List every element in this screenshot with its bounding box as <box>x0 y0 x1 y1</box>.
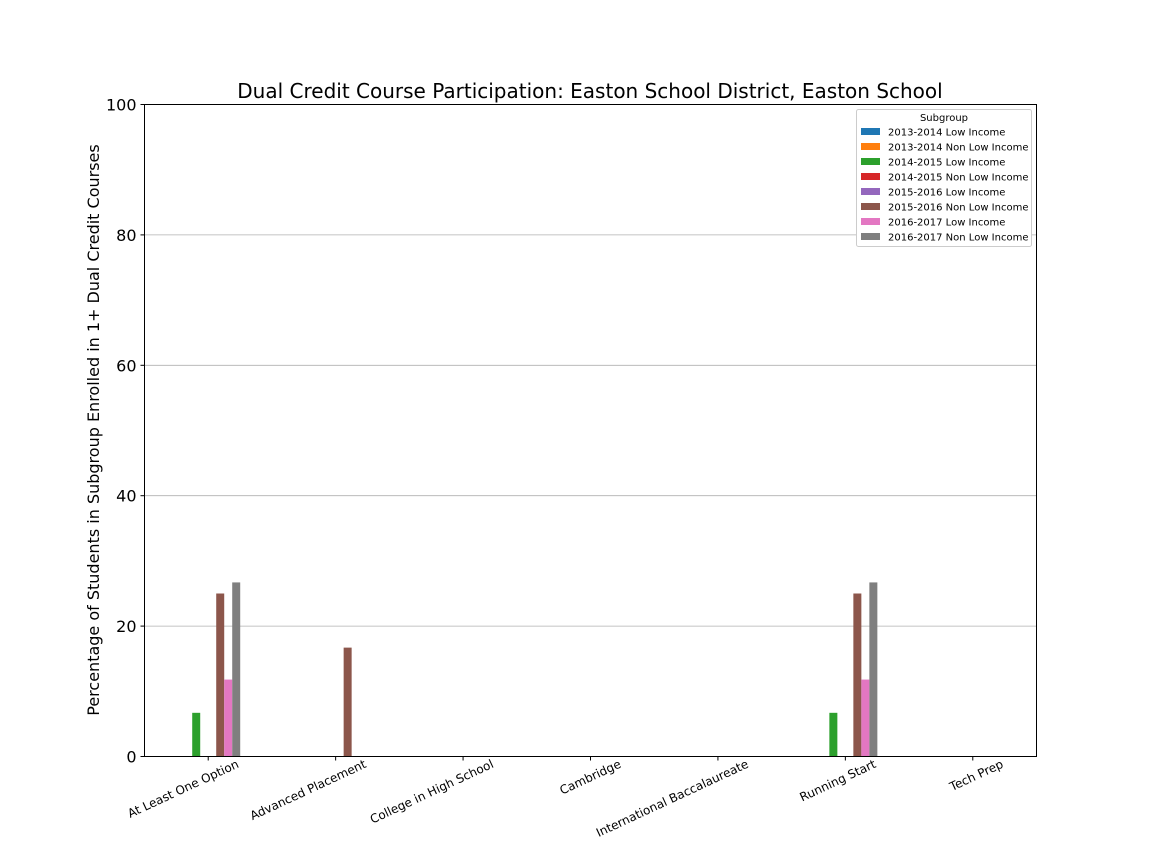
legend: Subgroup 2013-2014 Low Income 2013-2014 N… <box>856 109 1032 247</box>
chart-title: Dual Credit Course Participation: Easton… <box>237 79 942 103</box>
bar <box>869 582 878 757</box>
bar <box>861 679 870 757</box>
bars <box>192 582 878 757</box>
y-tick-label: 60 <box>116 356 136 375</box>
legend-label: 2016-2017 Non Low Income <box>888 233 1028 244</box>
legend-swatch <box>861 128 880 135</box>
legend-label: 2014-2015 Low Income <box>888 158 1005 169</box>
y-tick-label: 80 <box>116 226 136 245</box>
legend-title: Subgroup <box>920 113 968 124</box>
y-tick-label: 40 <box>116 487 136 506</box>
legend-label: 2013-2014 Non Low Income <box>888 143 1028 154</box>
x-tick-label: Cambridge <box>558 757 624 798</box>
x-tick-label: At Least One Option <box>126 757 241 821</box>
legend-swatch <box>861 173 880 180</box>
y-tick-label: 20 <box>116 617 136 636</box>
legend-label: 2015-2016 Low Income <box>888 188 1005 199</box>
bar <box>343 647 352 757</box>
legend-swatch <box>861 158 880 165</box>
bar <box>192 712 201 757</box>
legend-label: 2013-2014 Low Income <box>888 128 1005 139</box>
bar <box>216 593 225 757</box>
bar <box>853 593 862 757</box>
x-tick-label: Advanced Placement <box>248 757 369 823</box>
x-axis-ticks: At Least One Option Advanced Placement Col… <box>126 756 1006 840</box>
bar <box>829 712 838 757</box>
legend-box <box>856 109 1032 247</box>
legend-swatch <box>861 203 880 210</box>
legend-items: 2013-2014 Low Income 2013-2014 Non Low In… <box>861 128 1028 244</box>
x-tick-label: Tech Prep <box>947 757 1006 794</box>
bar <box>224 679 233 757</box>
y-tick-label: 0 <box>126 748 136 767</box>
y-tick-label: 100 <box>106 96 137 115</box>
y-axis-label: Percentage of Students in Subgroup Enrol… <box>84 144 103 715</box>
legend-label: 2016-2017 Low Income <box>888 218 1005 229</box>
gridlines <box>144 234 1037 627</box>
legend-swatch <box>861 188 880 195</box>
legend-label: 2014-2015 Non Low Income <box>888 173 1028 184</box>
legend-swatch <box>861 233 880 240</box>
x-tick-label: College in High School <box>368 757 496 827</box>
bar <box>232 582 241 757</box>
x-tick-label: Running Start <box>798 757 879 805</box>
y-axis-ticks: 0 20 40 60 80 100 <box>106 96 145 767</box>
legend-label: 2015-2016 Non Low Income <box>888 203 1028 214</box>
legend-swatch <box>861 218 880 225</box>
legend-swatch <box>861 143 880 150</box>
